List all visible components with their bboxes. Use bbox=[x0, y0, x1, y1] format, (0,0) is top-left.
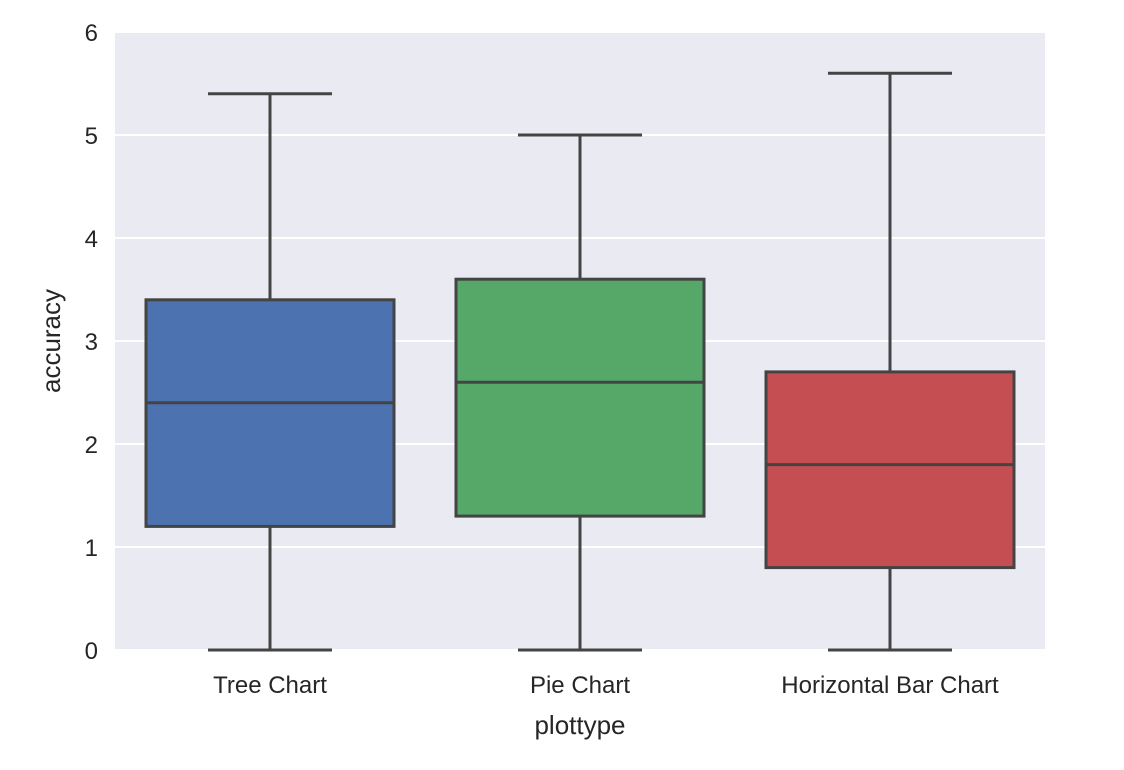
boxes-group bbox=[144, 71, 1016, 652]
iqr-box bbox=[144, 298, 396, 528]
box-1 bbox=[144, 92, 396, 652]
x-tick-label: Tree Chart bbox=[213, 672, 327, 699]
box-3 bbox=[764, 71, 1016, 652]
y-tick-label: 2 bbox=[85, 432, 98, 459]
box-2 bbox=[454, 133, 706, 652]
iqr-box bbox=[454, 277, 706, 518]
x-axis-ticks: Tree Chart Pie Chart Horizontal Bar Chart bbox=[213, 672, 999, 699]
y-tick-label: 1 bbox=[85, 535, 98, 562]
y-tick-label: 5 bbox=[85, 123, 98, 150]
y-tick-label: 4 bbox=[85, 226, 98, 253]
x-tick-label: Pie Chart bbox=[530, 672, 630, 699]
x-axis-label: plottype bbox=[534, 710, 625, 740]
iqr-box bbox=[764, 370, 1016, 570]
y-tick-label: 6 bbox=[85, 20, 98, 47]
y-tick-label: 3 bbox=[85, 329, 98, 356]
y-axis-label: accuracy bbox=[36, 289, 66, 393]
x-tick-label: Horizontal Bar Chart bbox=[781, 672, 999, 699]
y-tick-label: 0 bbox=[85, 638, 98, 665]
y-axis-ticks: 0 1 2 3 4 5 6 bbox=[85, 20, 98, 665]
